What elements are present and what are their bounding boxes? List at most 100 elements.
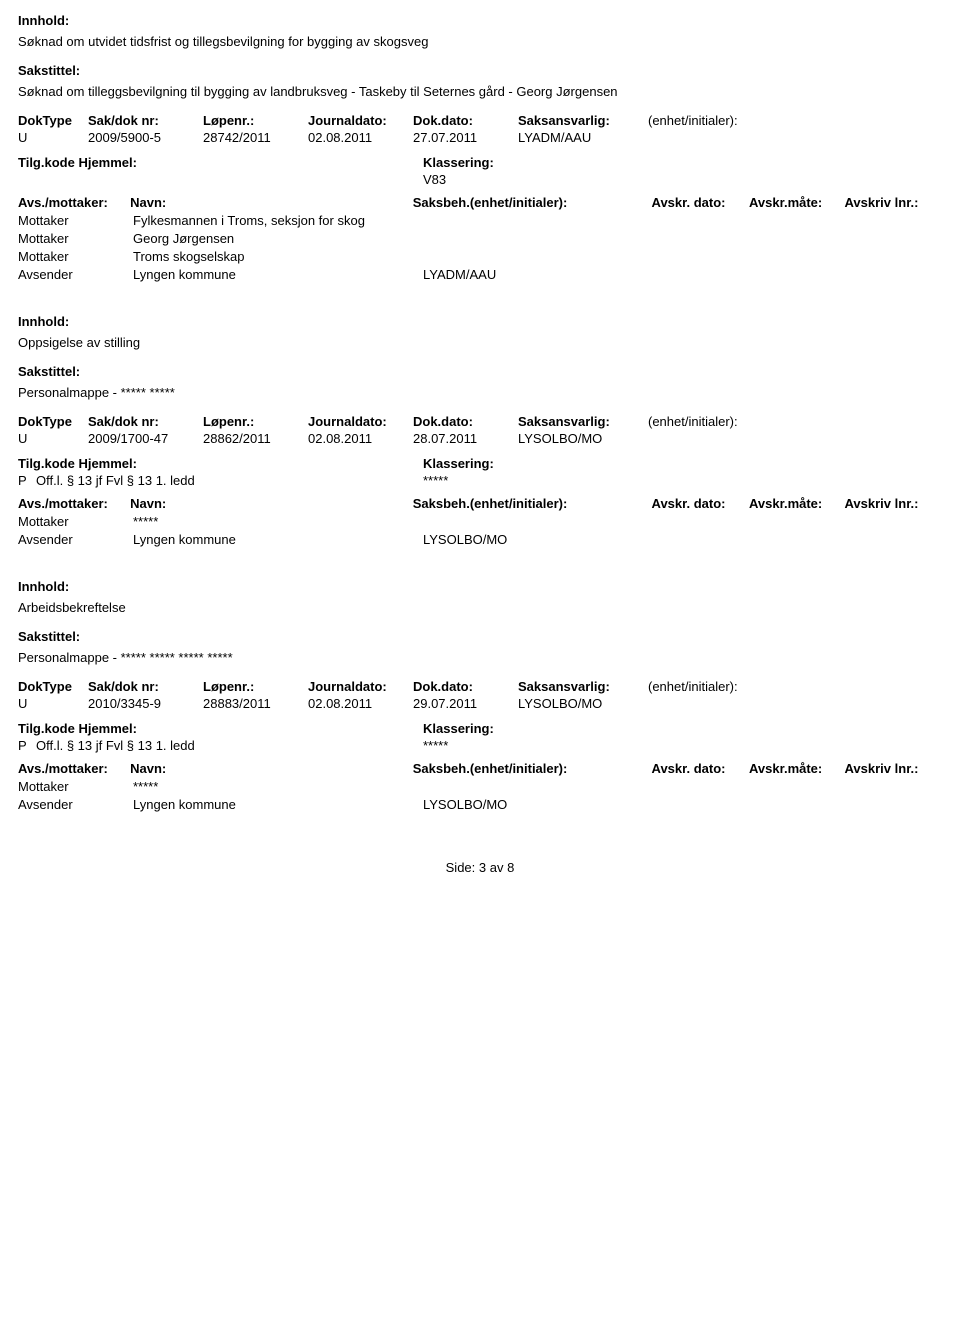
record-value-row: U2009/1700-4728862/201102.08.201128.07.2… xyxy=(18,431,942,446)
sakstittel-label: Sakstittel: xyxy=(18,629,942,644)
klassering-value: ***** xyxy=(423,473,623,488)
party-role: Mottaker xyxy=(18,231,133,246)
party-row: MottakerFylkesmannen i Troms, seksjon fo… xyxy=(18,213,942,228)
lopenr-label: Løpenr.: xyxy=(203,679,308,694)
avs-mottaker-label: Avs./mottaker: xyxy=(18,195,130,210)
navn-label: Navn: xyxy=(130,496,413,511)
hjemmel-label: Hjemmel: xyxy=(75,456,137,471)
journaldato-value: 02.08.2011 xyxy=(308,130,413,145)
enhet-init-value xyxy=(648,130,808,145)
doktype-label: DokType xyxy=(18,414,88,429)
hjemmel-value: Off.l. § 13 jf Fvl § 13 1. ledd xyxy=(36,473,423,488)
avs-header-row: Avs./mottaker:Navn:Saksbeh.(enhet/initia… xyxy=(18,761,942,776)
innhold-text: Arbeidsbekreftelse xyxy=(18,600,942,615)
enhet-init-label: (enhet/initialer): xyxy=(648,113,808,128)
klassering-label: Klassering: xyxy=(423,456,623,471)
hjemmel-label: Hjemmel: xyxy=(75,721,137,736)
saksansvarlig-value: LYSOLBO/MO xyxy=(518,696,648,711)
hjemmel-value-row: POff.l. § 13 jf Fvl § 13 1. ledd***** xyxy=(18,738,942,753)
avskriv-lnr-label: Avskriv lnr.: xyxy=(845,761,942,776)
tilgkode-label: Tilg.kode xyxy=(18,155,75,170)
tilgkode-value xyxy=(18,172,36,187)
footer-total: 8 xyxy=(507,860,514,875)
klassering-label: Klassering: xyxy=(423,721,623,736)
klassering-label: Klassering: xyxy=(423,155,623,170)
saksansvarlig-value: LYSOLBO/MO xyxy=(518,431,648,446)
party-code xyxy=(423,213,623,228)
innhold-label: Innhold: xyxy=(18,13,942,28)
sakdok-label: Sak/dok nr: xyxy=(88,113,203,128)
saksansvarlig-label: Saksansvarlig: xyxy=(518,414,648,429)
party-code xyxy=(423,249,623,264)
party-row: AvsenderLyngen kommuneLYSOLBO/MO xyxy=(18,532,942,547)
party-row: MottakerTroms skogselskap xyxy=(18,249,942,264)
saksansvarlig-label: Saksansvarlig: xyxy=(518,113,648,128)
party-row: AvsenderLyngen kommuneLYADM/AAU xyxy=(18,267,942,282)
party-name: Troms skogselskap xyxy=(133,249,423,264)
sakstittel-text: Personalmappe - ***** ***** xyxy=(18,385,942,400)
avs-mottaker-label: Avs./mottaker: xyxy=(18,496,130,511)
tilgkode-hjemmel-label: Tilg.kode Hjemmel: xyxy=(18,155,423,170)
avskr-dato-label: Avskr. dato: xyxy=(652,195,749,210)
party-role: Avsender xyxy=(18,267,133,282)
journaldato-label: Journaldato: xyxy=(308,113,413,128)
navn-label: Navn: xyxy=(130,761,413,776)
doktype-value: U xyxy=(18,431,88,446)
journaldato-label: Journaldato: xyxy=(308,679,413,694)
party-name: ***** xyxy=(133,514,423,529)
klassering-value: ***** xyxy=(423,738,623,753)
lopenr-label: Løpenr.: xyxy=(203,414,308,429)
hjemmel-value: Off.l. § 13 jf Fvl § 13 1. ledd xyxy=(36,738,423,753)
record-value-row: U2010/3345-928883/201102.08.201129.07.20… xyxy=(18,696,942,711)
tilgkode-hjemmel-label: Tilg.kode Hjemmel: xyxy=(18,721,423,736)
party-name: ***** xyxy=(133,779,423,794)
record-header-row: DokTypeSak/dok nr:Løpenr.:Journaldato:Do… xyxy=(18,113,942,128)
tilgkode-label: Tilg.kode xyxy=(18,456,75,471)
party-role: Mottaker xyxy=(18,249,133,264)
saksbeh-label: Saksbeh.(enhet/initialer): xyxy=(413,761,652,776)
lopenr-label: Løpenr.: xyxy=(203,113,308,128)
dokdato-value: 27.07.2011 xyxy=(413,130,518,145)
dokdato-value: 28.07.2011 xyxy=(413,431,518,446)
footer-av: av xyxy=(490,860,504,875)
avskriv-lnr-label: Avskriv lnr.: xyxy=(845,195,942,210)
dokdato-label: Dok.dato: xyxy=(413,113,518,128)
party-role: Mottaker xyxy=(18,213,133,228)
innhold-label: Innhold: xyxy=(18,314,942,329)
sakdok-value: 2009/5900-5 xyxy=(88,130,203,145)
tilg-header-row: Tilg.kode Hjemmel:Klassering: xyxy=(18,721,942,736)
hjemmel-value-row: V83 xyxy=(18,172,942,187)
avs-header-row: Avs./mottaker:Navn:Saksbeh.(enhet/initia… xyxy=(18,496,942,511)
tilgkode-hjemmel-label: Tilg.kode Hjemmel: xyxy=(18,456,423,471)
saksansvarlig-label: Saksansvarlig: xyxy=(518,679,648,694)
party-name: Georg Jørgensen xyxy=(133,231,423,246)
sakdok-label: Sak/dok nr: xyxy=(88,679,203,694)
avskriv-lnr-label: Avskriv lnr.: xyxy=(845,496,942,511)
journal-record: Innhold:Oppsigelse av stillingSakstittel… xyxy=(18,314,942,547)
journal-record: Innhold:ArbeidsbekreftelseSakstittel:Per… xyxy=(18,579,942,812)
saksbeh-label: Saksbeh.(enhet/initialer): xyxy=(413,496,652,511)
party-role: Mottaker xyxy=(18,779,133,794)
navn-label: Navn: xyxy=(130,195,413,210)
sakstittel-label: Sakstittel: xyxy=(18,63,942,78)
party-role: Mottaker xyxy=(18,514,133,529)
dokdato-value: 29.07.2011 xyxy=(413,696,518,711)
innhold-label: Innhold: xyxy=(18,579,942,594)
hjemmel-label: Hjemmel: xyxy=(75,155,137,170)
party-code: LYADM/AAU xyxy=(423,267,623,282)
avskr-mate-label: Avskr.måte: xyxy=(749,496,845,511)
party-role: Avsender xyxy=(18,532,133,547)
party-row: AvsenderLyngen kommuneLYSOLBO/MO xyxy=(18,797,942,812)
party-row: Mottaker***** xyxy=(18,514,942,529)
innhold-text: Søknad om utvidet tidsfrist og tillegsbe… xyxy=(18,34,942,49)
hjemmel-value-row: POff.l. § 13 jf Fvl § 13 1. ledd***** xyxy=(18,473,942,488)
party-row: Mottaker***** xyxy=(18,779,942,794)
lopenr-value: 28862/2011 xyxy=(203,431,308,446)
party-code: LYSOLBO/MO xyxy=(423,532,623,547)
saksansvarlig-value: LYADM/AAU xyxy=(518,130,648,145)
klassering-value: V83 xyxy=(423,172,623,187)
avs-header-row: Avs./mottaker:Navn:Saksbeh.(enhet/initia… xyxy=(18,195,942,210)
party-code xyxy=(423,231,623,246)
avskr-dato-label: Avskr. dato: xyxy=(652,761,749,776)
avskr-mate-label: Avskr.måte: xyxy=(749,761,845,776)
